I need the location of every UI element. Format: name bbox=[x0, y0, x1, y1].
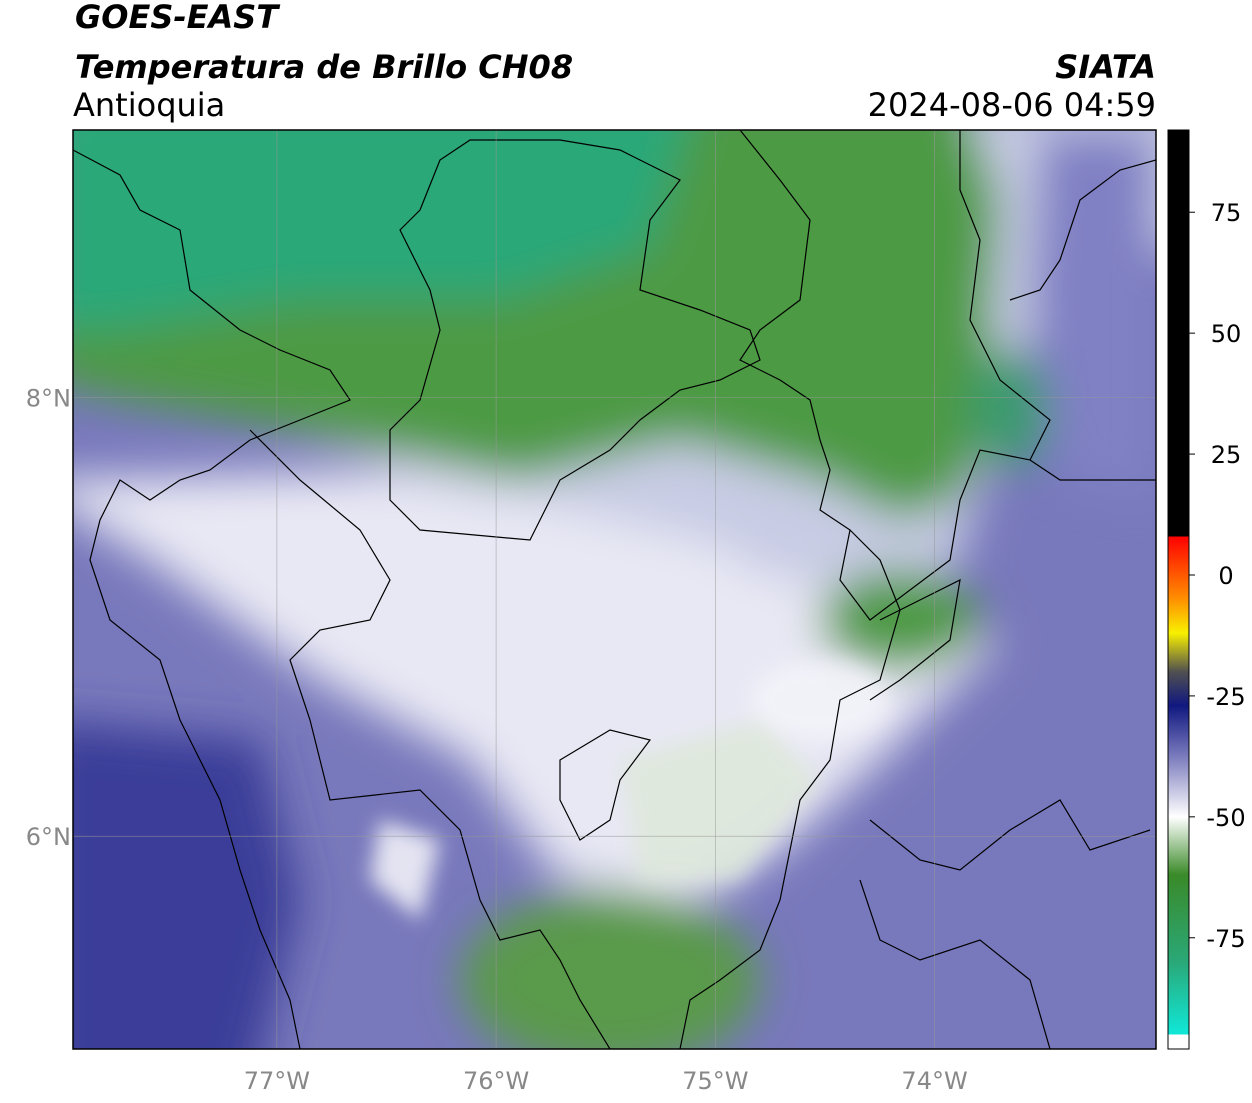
map-field bbox=[73, 130, 1156, 1049]
map-frame bbox=[72, 129, 1157, 1050]
subtitle: Temperatura de Brillo CH08 bbox=[75, 48, 573, 86]
colorbar-tick-label: -75 bbox=[1206, 925, 1245, 953]
x-tick-label: 75°W bbox=[682, 1067, 748, 1095]
colorbar-tick-label: -25 bbox=[1206, 683, 1245, 711]
colorbar-tick-label: 75 bbox=[1211, 199, 1242, 227]
colorbar bbox=[1167, 129, 1190, 1050]
colorbar-axis: -75 -50 -25 0 25 50 75 bbox=[1189, 199, 1246, 953]
colorbar-tick-label: -50 bbox=[1206, 804, 1245, 832]
datetime: 2024-08-06 04:59 bbox=[868, 86, 1156, 124]
y-tick-label: 8°N bbox=[26, 385, 71, 413]
x-tick-label: 77°W bbox=[244, 1067, 310, 1095]
colorbar-tick-label: 50 bbox=[1211, 320, 1242, 348]
x-tick-label: 74°W bbox=[901, 1067, 967, 1095]
x-tick-label: 76°W bbox=[463, 1067, 529, 1095]
y-tick-label: 6°N bbox=[26, 823, 71, 851]
source: SIATA bbox=[1055, 48, 1156, 86]
title: GOES-EAST bbox=[75, 0, 280, 36]
colorbar-tick-label: 0 bbox=[1218, 562, 1233, 590]
colorbar-tick-label: 25 bbox=[1211, 441, 1242, 469]
grid bbox=[73, 130, 1156, 1049]
region: Antioquia bbox=[73, 86, 225, 124]
axes: 77°W 76°W 75°W 74°W 6°N 8°N bbox=[26, 385, 968, 1095]
